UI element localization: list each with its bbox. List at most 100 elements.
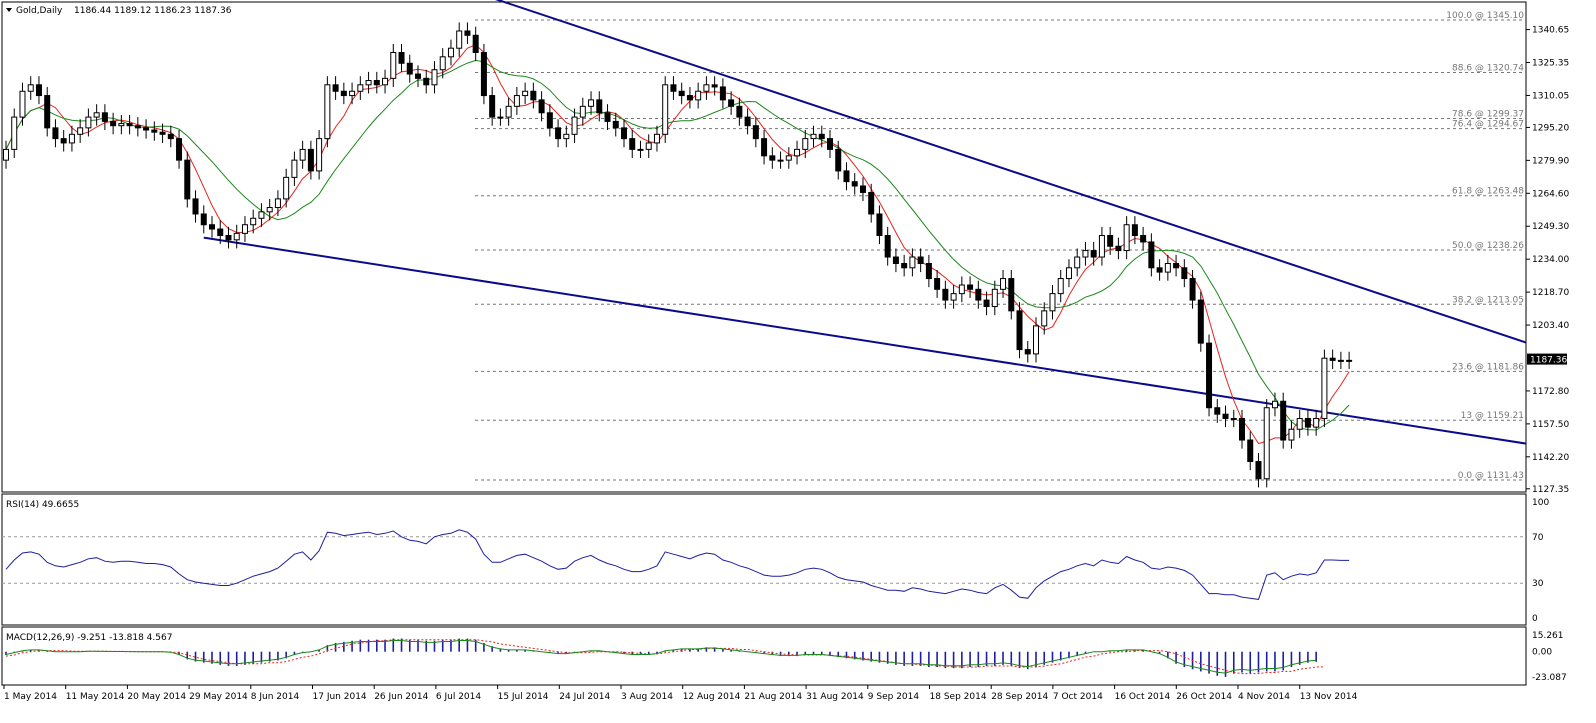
- candle-body: [316, 138, 323, 172]
- candle-body: [761, 138, 768, 157]
- upper-trendline: [495, 0, 1527, 344]
- current-price-tag: 1187.36: [1527, 353, 1567, 366]
- candle-body: [52, 127, 59, 140]
- candle-body: [472, 34, 479, 54]
- macd-main-line: [5, 640, 1317, 674]
- candle-body: [555, 127, 562, 140]
- candle-body: [225, 235, 232, 241]
- fib-label: 78.6 @ 1299.37: [1452, 109, 1524, 119]
- fib-label: 0.0 @ 1131.43: [1458, 471, 1524, 481]
- candle-body: [274, 198, 281, 209]
- trendlines: [203, 0, 1527, 445]
- candle-body: [530, 90, 537, 101]
- price-tick-label: 1127.35: [1532, 485, 1569, 495]
- candle-body: [579, 105, 586, 118]
- lower-trendline: [203, 236, 1527, 445]
- date-tick-label: 3 Aug 2014: [621, 692, 673, 702]
- candle-body: [958, 284, 965, 295]
- candle-body: [1090, 250, 1097, 258]
- candle-body: [950, 293, 957, 301]
- candle-body: [258, 211, 265, 219]
- macd-panel-frame: [1, 626, 1527, 686]
- macd-indicator: [5, 638, 1325, 677]
- candle-body: [695, 90, 702, 101]
- candle-body: [752, 125, 759, 140]
- date-tick-label: 20 May 2014: [127, 692, 186, 702]
- candle-body: [645, 142, 652, 150]
- candle-body: [27, 84, 34, 92]
- candle-body: [398, 52, 405, 64]
- price-tick-label: 1325.35: [1532, 59, 1569, 69]
- candle-body: [827, 138, 833, 150]
- candle-body: [1255, 461, 1262, 480]
- price-tick-label: 1310.05: [1532, 91, 1569, 101]
- candle-body: [917, 256, 924, 264]
- candle-body: [291, 159, 298, 178]
- candle-body: [769, 155, 776, 161]
- candle-body: [176, 138, 183, 161]
- fib-label: 23.6 @ 1181.86: [1452, 362, 1524, 372]
- date-tick-label: 6 Jul 2014: [436, 692, 481, 702]
- candle-body: [209, 224, 215, 230]
- candle-body: [843, 170, 850, 183]
- candle-body: [1222, 413, 1229, 419]
- candle-body: [85, 116, 92, 129]
- rsi-panel-frame: [1, 493, 1527, 626]
- ohlc-label: 1186.44 1189.12 1186.23 1187.36: [74, 6, 232, 16]
- ma-slow-line: [5, 59, 1350, 431]
- candle-body: [1000, 278, 1007, 290]
- candle-body: [93, 112, 100, 118]
- candle-body: [909, 256, 916, 269]
- candle-body: [167, 133, 174, 140]
- fib-label: 76.4 @ 1294.67: [1452, 120, 1524, 130]
- candle-body: [266, 207, 273, 213]
- macd-axis: 15.261 0.00 -23.087: [1532, 631, 1567, 683]
- current-price-label: 1187.36: [1530, 356, 1567, 366]
- rsi-tick-label: 70: [1532, 533, 1544, 543]
- candle-body: [686, 95, 693, 101]
- date-tick-label: 26 Oct 2014: [1176, 692, 1232, 702]
- candle-body: [497, 116, 504, 119]
- candle-body: [101, 112, 108, 122]
- candle-body: [1296, 417, 1303, 430]
- macd-tick-label: -23.087: [1532, 673, 1567, 683]
- candle-body: [604, 112, 611, 122]
- price-tick-label: 1249.30: [1532, 222, 1569, 232]
- candle-body: [324, 84, 331, 140]
- fib-label: 50.0 @ 1238.26: [1452, 241, 1524, 251]
- candle-body: [3, 148, 9, 161]
- candle-body: [1098, 235, 1105, 258]
- candle-body: [728, 99, 735, 107]
- rsi-axis: 100 70 30 0: [1532, 498, 1549, 624]
- candle-body: [818, 133, 825, 140]
- candle-body: [143, 127, 150, 131]
- candle-body: [711, 84, 718, 88]
- candle-body: [464, 30, 471, 36]
- dropdown-arrow-icon[interactable]: [6, 8, 12, 12]
- candle-body: [1065, 267, 1072, 280]
- price-panel-frame: [1, 1, 1527, 493]
- candle-body: [44, 95, 51, 129]
- candle-body: [1189, 278, 1196, 301]
- candle-body: [184, 159, 191, 200]
- candle-body: [283, 176, 290, 200]
- price-tick-label: 1142.20: [1532, 453, 1569, 463]
- candle-body: [1239, 417, 1245, 441]
- candle-body: [118, 123, 125, 127]
- candle-body: [1214, 407, 1221, 415]
- candle-body: [505, 105, 512, 118]
- date-tick-label: 17 Jun 2014: [313, 692, 367, 702]
- candle-body: [1123, 224, 1130, 252]
- candle-body: [777, 159, 784, 162]
- date-tick-label: 16 Oct 2014: [1115, 692, 1171, 702]
- candle-body: [382, 77, 389, 86]
- candle-body: [1164, 262, 1171, 273]
- candle-body: [357, 84, 364, 92]
- date-tick-label: 12 Aug 2014: [683, 692, 741, 702]
- candle-body: [60, 138, 67, 144]
- candle-body: [241, 224, 248, 234]
- candle-body: [415, 73, 421, 79]
- candle-body: [1173, 262, 1180, 269]
- fib-label: 61.8 @ 1263.48: [1452, 187, 1524, 197]
